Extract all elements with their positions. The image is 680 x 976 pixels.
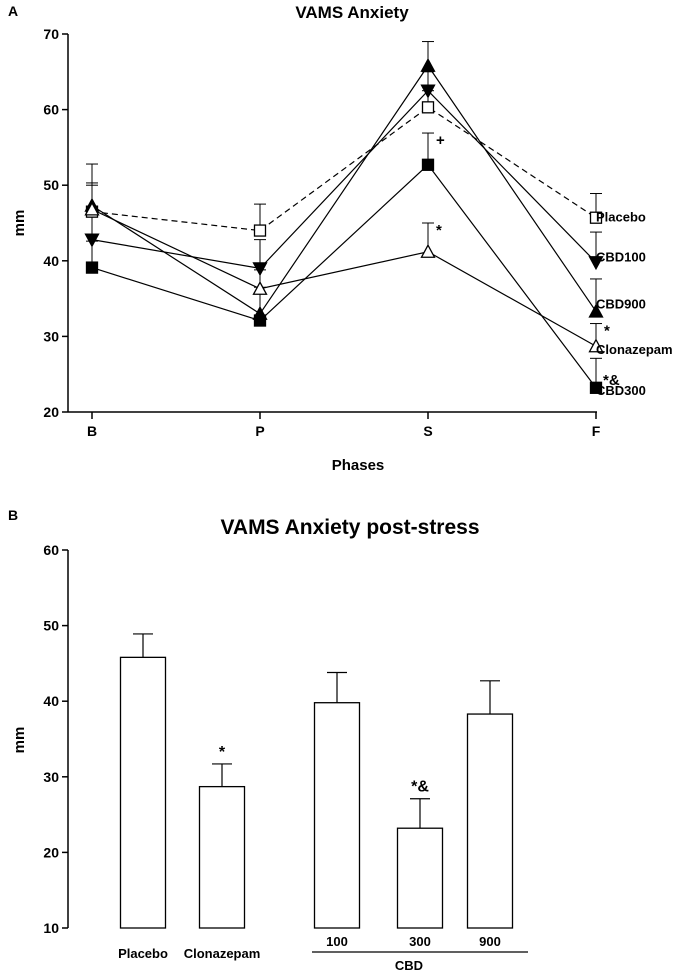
panel-b-y-tick-label: 60 [43,542,59,558]
series-label-clonazepam: Clonazepam [596,342,673,357]
series-label-cbd300: CBD300 [596,383,646,398]
panel-b-y-tick-label: 20 [43,844,59,860]
series-line-clonazepam [91,208,597,347]
panel-a-x-tick-label: S [423,423,432,439]
marker-cbd300 [85,261,99,274]
marker-clonazepam [588,338,604,353]
significance-marker: + [436,132,445,149]
panel-b-ylabel: mm [11,727,28,754]
marker-cbd100 [252,262,268,277]
marker-cbd100 [84,233,100,248]
significance-marker: * [436,222,442,239]
panel-a-y-tick-label: 50 [43,177,59,193]
panel-a-x-tick-label: B [87,423,97,439]
bar-category-label: 900 [479,934,501,949]
bar [119,656,167,929]
series-line-cbd900 [91,64,597,315]
panel-b-label: B [8,507,18,523]
significance-marker: * [604,323,610,340]
marker-cbd300 [421,158,435,171]
bar [396,827,444,929]
series-line-cbd100 [91,89,597,270]
panel-b-y-tick-label: 10 [43,920,59,936]
marker-placebo [253,224,267,237]
series-label-placebo: Placebo [596,210,646,225]
marker-cbd100 [588,256,604,271]
panel-a-y-tick-label: 30 [43,328,59,344]
panel-a-xlabel: Phases [332,457,385,474]
panel-a-y-tick-label: 70 [43,26,59,42]
marker-clonazepam [252,280,268,295]
panel-a-y-tick-label: 20 [43,404,59,420]
marker-clonazepam [420,243,436,258]
panel-b-plot: 10 20 30 40 50 60 * *& Placebo Clonazepam 100 300 90… [43,542,528,961]
bar-category-label: 300 [409,934,431,949]
series-label-cbd900: CBD900 [596,296,646,311]
bar [313,702,361,929]
marker-cbd300 [253,314,267,327]
panel-a-x-tick-label: F [592,423,601,439]
panel-a-y-tick-label: 40 [43,253,59,269]
marker-cbd300 [589,381,603,394]
series-line-cbd300 [91,163,597,389]
panel-a-label: A [8,3,18,19]
bar-significance-marker: * [219,744,226,761]
panel-a-x-tick-label: P [255,423,264,439]
bar [198,785,246,929]
marker-placebo [589,211,603,224]
series-line-placebo [91,106,597,232]
panel-a-ylabel: mm [11,210,28,237]
series-label-cbd100: CBD100 [596,249,646,264]
marker-placebo [421,101,435,114]
bar [466,713,514,929]
marker-clonazepam [84,201,100,216]
panel-a-plot: 20 30 40 50 60 70 B P S F * * + *& Placebo CBD100 CBD900… [43,26,672,439]
marker-cbd900 [588,303,604,318]
panel-b-title: VAMS Anxiety post-stress [220,516,479,539]
panel-a-y-tick-label: 60 [43,102,59,118]
panel-b-y-tick-label: 40 [43,693,59,709]
panel-b-y-tick-label: 30 [43,769,59,785]
significance-marker: *& [603,372,620,389]
marker-cbd100 [420,84,436,99]
panel-a-title: VAMS Anxiety [295,3,409,22]
panel-b-group-label: CBD [395,958,423,973]
panel-b-y-tick-label: 50 [43,618,59,634]
marker-cbd900 [420,57,436,72]
bar-category-label: 100 [326,934,348,949]
bar-category-label: Clonazepam [184,946,261,961]
bar-category-label: Placebo [118,946,168,961]
bar-significance-marker: *& [411,779,429,796]
